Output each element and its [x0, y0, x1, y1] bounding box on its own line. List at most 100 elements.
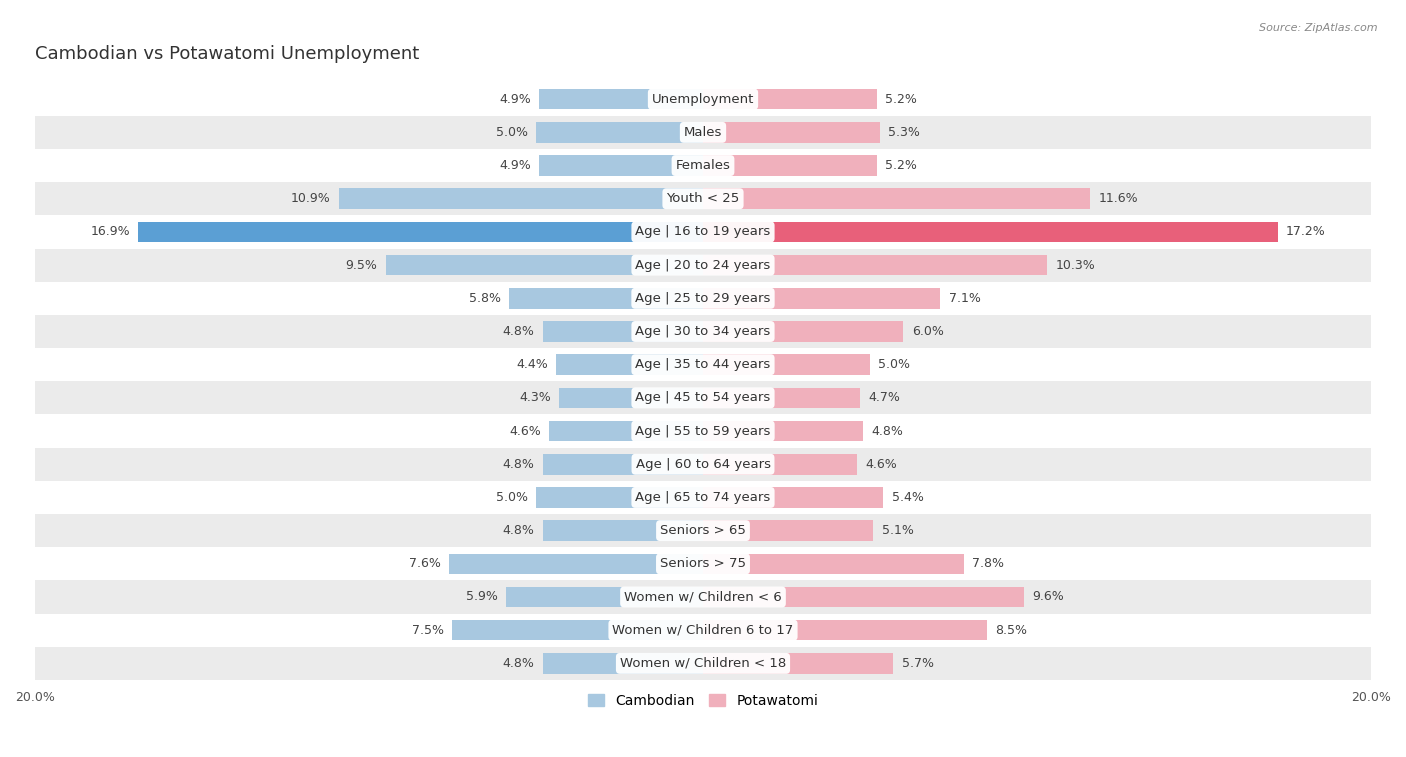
Bar: [506, 587, 703, 607]
Bar: [35, 514, 1371, 547]
Text: 7.1%: 7.1%: [949, 291, 980, 305]
Bar: [35, 581, 1371, 614]
Text: Age | 20 to 24 years: Age | 20 to 24 years: [636, 259, 770, 272]
Bar: [138, 222, 703, 242]
Bar: [540, 155, 703, 176]
Bar: [703, 620, 987, 640]
Text: 4.3%: 4.3%: [519, 391, 551, 404]
Bar: [536, 488, 703, 508]
Bar: [703, 155, 877, 176]
Bar: [35, 248, 1371, 282]
Bar: [703, 553, 963, 574]
Bar: [35, 83, 1371, 116]
Bar: [543, 520, 703, 541]
Text: 5.7%: 5.7%: [901, 657, 934, 670]
Text: 4.8%: 4.8%: [502, 657, 534, 670]
Text: 5.0%: 5.0%: [496, 126, 527, 139]
Bar: [703, 587, 1024, 607]
Text: Females: Females: [675, 159, 731, 172]
Text: Age | 55 to 59 years: Age | 55 to 59 years: [636, 425, 770, 438]
Text: 9.5%: 9.5%: [346, 259, 377, 272]
Text: Age | 60 to 64 years: Age | 60 to 64 years: [636, 458, 770, 471]
Text: Cambodian vs Potawatomi Unemployment: Cambodian vs Potawatomi Unemployment: [35, 45, 419, 64]
Bar: [703, 520, 873, 541]
Bar: [703, 653, 893, 674]
Text: 5.0%: 5.0%: [879, 358, 910, 371]
Bar: [703, 222, 1278, 242]
Text: 4.6%: 4.6%: [509, 425, 541, 438]
Bar: [35, 315, 1371, 348]
Bar: [703, 288, 941, 309]
Bar: [35, 149, 1371, 182]
Bar: [543, 653, 703, 674]
Text: Age | 30 to 34 years: Age | 30 to 34 years: [636, 325, 770, 338]
Bar: [540, 89, 703, 110]
Text: Seniors > 75: Seniors > 75: [659, 557, 747, 570]
Bar: [339, 188, 703, 209]
Text: 5.4%: 5.4%: [891, 491, 924, 504]
Text: 4.8%: 4.8%: [502, 325, 534, 338]
Bar: [35, 614, 1371, 646]
Bar: [703, 255, 1047, 276]
Bar: [543, 321, 703, 341]
Bar: [536, 122, 703, 142]
Bar: [35, 182, 1371, 215]
Bar: [35, 116, 1371, 149]
Text: 9.6%: 9.6%: [1032, 590, 1064, 603]
Bar: [703, 454, 856, 475]
Text: 4.7%: 4.7%: [869, 391, 900, 404]
Bar: [35, 646, 1371, 680]
Text: Males: Males: [683, 126, 723, 139]
Text: 5.9%: 5.9%: [465, 590, 498, 603]
Bar: [703, 421, 863, 441]
Text: 5.8%: 5.8%: [470, 291, 501, 305]
Text: 4.6%: 4.6%: [865, 458, 897, 471]
Text: 7.6%: 7.6%: [409, 557, 441, 570]
Text: Age | 25 to 29 years: Age | 25 to 29 years: [636, 291, 770, 305]
Bar: [703, 89, 877, 110]
Legend: Cambodian, Potawatomi: Cambodian, Potawatomi: [582, 688, 824, 713]
Text: Women w/ Children < 18: Women w/ Children < 18: [620, 657, 786, 670]
Text: Age | 45 to 54 years: Age | 45 to 54 years: [636, 391, 770, 404]
Text: Unemployment: Unemployment: [652, 92, 754, 106]
Text: Women w/ Children 6 to 17: Women w/ Children 6 to 17: [613, 624, 793, 637]
Bar: [453, 620, 703, 640]
Text: 5.3%: 5.3%: [889, 126, 921, 139]
Bar: [703, 488, 883, 508]
Bar: [385, 255, 703, 276]
Text: 4.4%: 4.4%: [516, 358, 548, 371]
Bar: [35, 547, 1371, 581]
Text: 17.2%: 17.2%: [1286, 226, 1326, 238]
Bar: [35, 447, 1371, 481]
Text: Seniors > 65: Seniors > 65: [659, 524, 747, 537]
Text: 11.6%: 11.6%: [1099, 192, 1139, 205]
Text: 8.5%: 8.5%: [995, 624, 1028, 637]
Text: Women w/ Children < 6: Women w/ Children < 6: [624, 590, 782, 603]
Text: 10.9%: 10.9%: [291, 192, 330, 205]
Text: 16.9%: 16.9%: [90, 226, 131, 238]
Bar: [555, 354, 703, 375]
Bar: [703, 188, 1091, 209]
Text: Source: ZipAtlas.com: Source: ZipAtlas.com: [1260, 23, 1378, 33]
Text: 4.9%: 4.9%: [499, 92, 531, 106]
Bar: [449, 553, 703, 574]
Text: 5.2%: 5.2%: [884, 159, 917, 172]
Text: 4.8%: 4.8%: [502, 524, 534, 537]
Text: Youth < 25: Youth < 25: [666, 192, 740, 205]
Bar: [35, 348, 1371, 382]
Bar: [703, 354, 870, 375]
Bar: [35, 382, 1371, 415]
Bar: [703, 122, 880, 142]
Bar: [560, 388, 703, 408]
Text: 5.1%: 5.1%: [882, 524, 914, 537]
Text: 4.9%: 4.9%: [499, 159, 531, 172]
Text: 5.2%: 5.2%: [884, 92, 917, 106]
Bar: [35, 481, 1371, 514]
Bar: [703, 321, 904, 341]
Text: 4.8%: 4.8%: [872, 425, 904, 438]
Bar: [35, 215, 1371, 248]
Bar: [703, 388, 860, 408]
Bar: [35, 415, 1371, 447]
Text: 7.5%: 7.5%: [412, 624, 444, 637]
Bar: [35, 282, 1371, 315]
